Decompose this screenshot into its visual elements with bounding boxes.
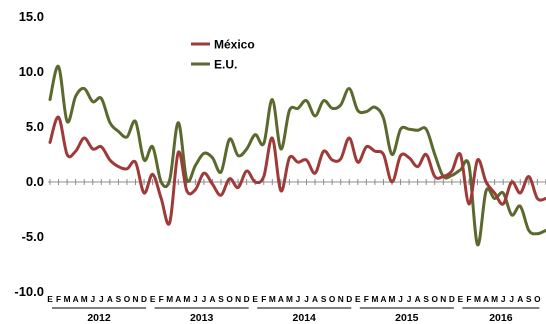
y-tick-label: 10.0 [19, 64, 44, 79]
series-line-mexico [48, 115, 546, 226]
legend-label: México [214, 38, 255, 52]
x-month-label: M [389, 294, 396, 304]
x-month-label: D [244, 294, 250, 304]
x-month-label: O [432, 294, 439, 304]
x-month-label: A [73, 294, 79, 304]
x-month-label: E [47, 294, 53, 304]
x-month-label: A [483, 294, 489, 304]
x-month-label: D [346, 294, 352, 304]
x-month-label: S [321, 294, 327, 304]
y-tick-label: -10.0 [14, 284, 44, 299]
x-month-label: A [312, 294, 318, 304]
x-month-label: N [133, 294, 139, 304]
x-month-label: F [261, 294, 266, 304]
x-month-label: O [534, 294, 541, 304]
x-month-label: M [286, 294, 293, 304]
x-month-label: N [440, 294, 446, 304]
x-year-label: 2012 [87, 312, 111, 324]
legend: México E.U. [191, 38, 255, 72]
x-month-label: A [517, 294, 523, 304]
x-year-label: 2013 [190, 312, 214, 324]
x-month-label: E [150, 294, 156, 304]
x-month-label: N [235, 294, 241, 304]
x-month-label: A [380, 294, 386, 304]
x-month-label: J [202, 294, 207, 304]
x-month-label: J [398, 294, 403, 304]
x-month-label: S [218, 294, 224, 304]
x-year-label: 2016 [489, 312, 513, 324]
x-month-label: S [116, 294, 122, 304]
x-month-label: J [304, 294, 309, 304]
x-month-label: O [124, 294, 131, 304]
x-month-label: J [193, 294, 198, 304]
x-month-label: A [278, 294, 284, 304]
series-line-eu [48, 64, 546, 247]
y-tick-label: 5.0 [26, 119, 44, 134]
x-month-label: J [501, 294, 506, 304]
y-tick-label: -5.0 [22, 229, 44, 244]
x-month-label: S [526, 294, 532, 304]
x-month-label: J [509, 294, 514, 304]
legend-label: E.U. [214, 58, 237, 72]
x-year-label: 2014 [293, 312, 317, 324]
x-month-label: M [64, 294, 71, 304]
x-month-label: E [458, 294, 464, 304]
x-month-label: F [56, 294, 61, 304]
x-month-label: O [329, 294, 336, 304]
x-month-label: M [269, 294, 276, 304]
x-month-label: M [474, 294, 481, 304]
x-month-label: A [107, 294, 113, 304]
x-month-label: J [407, 294, 412, 304]
y-axis: 15.0 10.0 5.0 0.0 -5.0 -10.0 [14, 9, 44, 299]
x-month-label: M [371, 294, 378, 304]
x-month-label: M [166, 294, 173, 304]
x-month-label: D [449, 294, 455, 304]
x-month-label: D [141, 294, 147, 304]
x-month-label: J [90, 294, 95, 304]
x-month-label: M [491, 294, 498, 304]
x-month-label: E [355, 294, 361, 304]
x-year-label: 2015 [395, 312, 419, 324]
y-tick-label: 0.0 [26, 174, 44, 189]
series-lines [48, 64, 546, 247]
x-month-label: O [226, 294, 233, 304]
x-month-label: A [209, 294, 215, 304]
x-month-label: M [81, 294, 88, 304]
x-month-label: A [415, 294, 421, 304]
x-month-label: J [99, 294, 104, 304]
y-tick-label: 15.0 [19, 9, 44, 24]
x-month-label: N [338, 294, 344, 304]
x-month-label: F [466, 294, 471, 304]
x-month-label: J [296, 294, 301, 304]
x-month-label: S [423, 294, 429, 304]
x-month-label: E [252, 294, 258, 304]
x-month-label: M [183, 294, 190, 304]
x-month-label: F [364, 294, 369, 304]
x-month-label: A [175, 294, 181, 304]
x-month-label: F [159, 294, 164, 304]
